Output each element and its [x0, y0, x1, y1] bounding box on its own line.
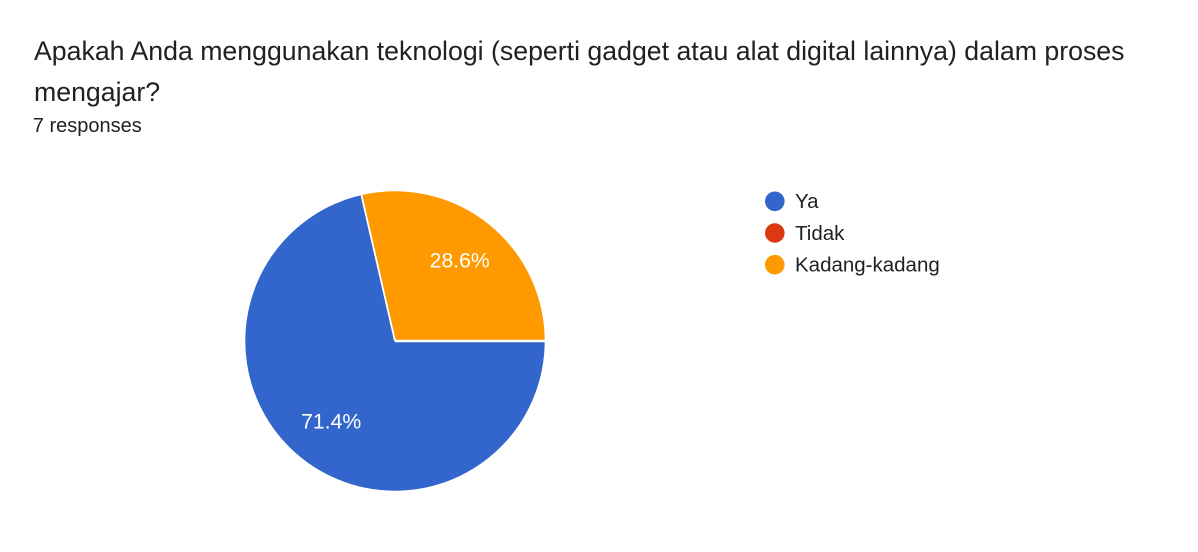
- svg-text:Ya: Ya: [795, 190, 819, 213]
- svg-text:71.4%: 71.4%: [301, 411, 361, 434]
- svg-text:Tidak: Tidak: [795, 222, 845, 245]
- svg-text:28.6%: 28.6%: [430, 250, 490, 273]
- svg-text:Kadang-kadang: Kadang-kadang: [795, 254, 940, 277]
